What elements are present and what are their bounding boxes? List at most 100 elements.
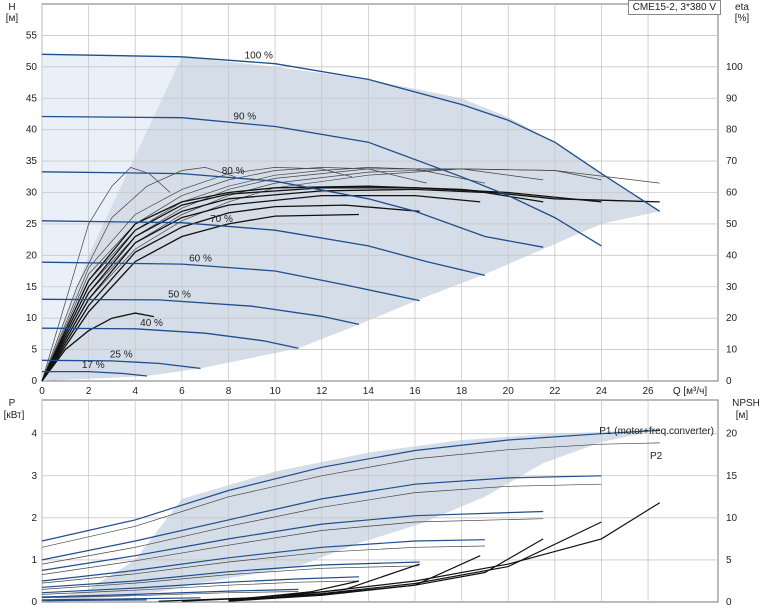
head-speed-curve (42, 370, 147, 377)
speed-curve-label: 80 % (222, 166, 245, 177)
p1-curve (41, 429, 660, 542)
head-speed-curve (41, 53, 661, 212)
speed-curve-label: 50 % (168, 289, 191, 300)
head-ytick-label: 45 (26, 93, 38, 104)
head-xtick-label: 6 (179, 386, 185, 397)
p2-series-label: P2 (650, 451, 663, 462)
head-xtick-label: 20 (503, 386, 515, 397)
head-speed-curve (41, 261, 420, 302)
head-y2tick-label: 80 (726, 125, 738, 136)
efficiency-curve (41, 194, 481, 382)
head-y2tick-label: 50 (726, 219, 738, 230)
head-xtick-label: 2 (86, 386, 92, 397)
head-light-region (42, 54, 182, 382)
head-ytick-label: 50 (26, 62, 38, 73)
power-ytick-label: 2 (31, 513, 37, 524)
speed-curve-label: 100 % (245, 50, 273, 61)
head-xtick-label: 4 (132, 386, 138, 397)
p1-series-label: P1 (motor+freq.converter) (599, 426, 714, 437)
eta-thin-curve (41, 167, 353, 382)
p1-curve (41, 599, 147, 602)
p1-curve (41, 597, 201, 601)
head-speed-curve (41, 359, 201, 370)
speed-curve-label: 60 % (189, 254, 212, 265)
power-y2tick-label: 10 (726, 513, 738, 524)
head-xtick-label: 18 (456, 386, 468, 397)
npsh-axis-label: NPSH (732, 398, 760, 409)
p1-curve (41, 539, 485, 582)
head-y2tick-label: 60 (726, 188, 738, 199)
eta-thin-curve (41, 167, 485, 382)
head-y2tick-label: 40 (726, 250, 738, 261)
head-xtick-label: 26 (643, 386, 655, 397)
head-y2tick-label: 90 (726, 93, 738, 104)
p2-curve (41, 483, 602, 565)
head-xtick-label: 12 (316, 386, 328, 397)
head-xtick-label: 0 (39, 386, 45, 397)
head-y2tick-label: 10 (726, 345, 738, 356)
power-y2tick-label: 5 (726, 555, 732, 566)
speed-curve-label: 90 % (233, 112, 256, 123)
head-y2tick-label: 30 (726, 282, 738, 293)
head-ytick-label: 40 (26, 125, 38, 136)
efficiency-curve (41, 204, 420, 382)
eta-thin-curve (41, 168, 660, 382)
npsh-axis-unit: [м] (736, 410, 749, 421)
power-ytick-label: 0 (31, 597, 37, 608)
head-ytick-label: 10 (26, 313, 38, 324)
head-y2axis-label: eta (735, 2, 749, 13)
power-operating-region (42, 429, 660, 602)
power-y2tick-label: 20 (726, 429, 738, 440)
power-panel: 0 1 2 3 4 0 5 10 15 20 P[кВт] NPSH[м] P1 (motor+freq… (4, 398, 760, 608)
efficiency-curve (41, 185, 660, 382)
model-label: CME15-2, 3*380 V (627, 0, 721, 15)
p1-curve (41, 588, 299, 598)
head-operating-region (42, 54, 660, 382)
head-y2axis-unit: [%] (735, 13, 750, 24)
speed-curve-label: 25 % (110, 349, 133, 360)
eta-thin-curve (41, 168, 544, 382)
head-xtick-label: 24 (596, 386, 608, 397)
power-ytick-label: 3 (31, 471, 37, 482)
p2-curve (41, 565, 420, 590)
p2-curve (41, 518, 544, 575)
head-panel: 0510152025303540455055010203040506070809… (6, 2, 750, 397)
head-xtick-label: 22 (549, 386, 561, 397)
power-yaxis-label: P (9, 398, 16, 409)
p2-curve (41, 545, 485, 584)
p1-curve (41, 576, 360, 594)
head-xaxis-label: Q [м³/ч] (673, 386, 708, 397)
efficiency-curve (41, 312, 155, 382)
head-speed-curve (41, 220, 486, 277)
p2-curve (41, 442, 660, 548)
head-yaxis-unit: [м] (6, 13, 19, 24)
head-speed-curve (41, 171, 544, 248)
p1-curve (41, 475, 602, 561)
power-y2tick-label: 15 (726, 471, 738, 482)
head-ytick-label: 35 (26, 156, 38, 167)
efficiency-curve (41, 213, 360, 382)
speed-curve-label: 70 % (210, 214, 233, 225)
eta-thin-curve (41, 167, 236, 382)
head-yaxis-label: H (8, 2, 15, 13)
npsh-curve (158, 580, 360, 602)
npsh-curve (228, 555, 481, 602)
power-y2tick-label: 0 (726, 597, 732, 608)
head-y2tick-label: 0 (726, 376, 732, 387)
p2-curve (41, 580, 360, 595)
head-speed-curve (41, 115, 602, 247)
speed-curve-label: 40 % (140, 318, 163, 329)
head-xtick-label: 10 (270, 386, 282, 397)
power-yaxis-unit: [кВт] (4, 410, 25, 421)
head-ytick-label: 5 (31, 345, 37, 356)
head-ytick-label: 0 (31, 376, 37, 387)
head-ytick-label: 30 (26, 188, 38, 199)
head-ytick-label: 15 (26, 282, 38, 293)
head-xtick-label: 8 (226, 386, 232, 397)
power-ytick-label: 1 (31, 555, 37, 566)
p1-curve (41, 561, 420, 588)
head-ytick-label: 20 (26, 250, 38, 261)
speed-curve-label: 17 % (82, 360, 105, 371)
efficiency-curve (41, 188, 544, 382)
head-speed-curve (41, 298, 360, 326)
